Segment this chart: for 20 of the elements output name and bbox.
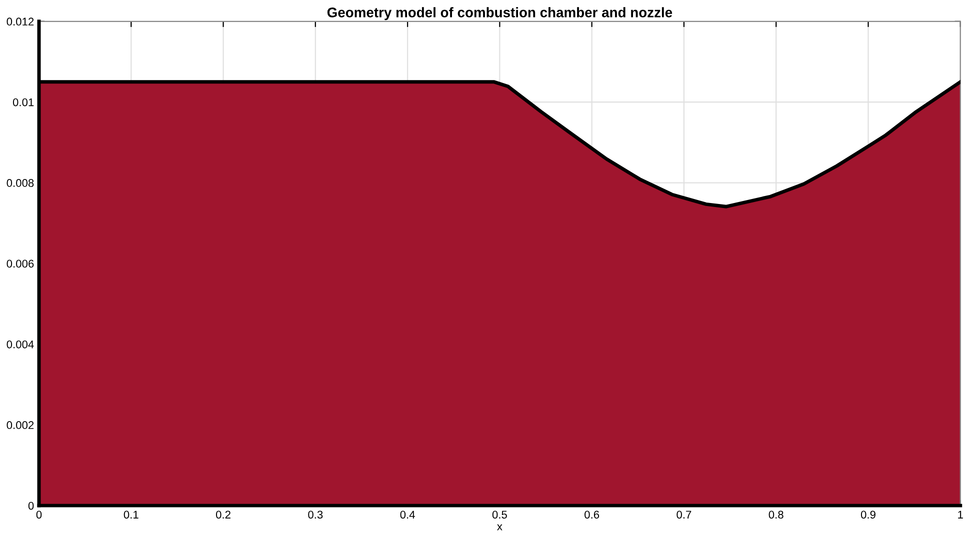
- x-axis-title: x: [497, 524, 502, 530]
- x-tick-label: 0.5: [492, 510, 507, 519]
- y-tick-label: 0.008: [6, 179, 34, 187]
- x-tick-label: 1: [958, 510, 963, 518]
- x-tick-label: 0.9: [860, 510, 876, 519]
- x-tick-label: 0.7: [676, 510, 692, 519]
- y-tick-label: 0.006: [6, 260, 34, 268]
- x-tick-label: 0.2: [216, 510, 230, 519]
- x-tick-label: 0.1: [124, 510, 138, 519]
- x-tick-label: 0.8: [768, 510, 784, 519]
- x-tick-label: 0.3: [308, 510, 323, 519]
- x-tick-label: 0.4: [400, 510, 415, 519]
- y-tick-label: 0.004: [6, 340, 34, 348]
- x-tick-label: 0.6: [584, 510, 600, 519]
- chart-title: Geometry model of combustion chamber and nozzle: [327, 7, 672, 20]
- y-tick-label: 0.012: [6, 18, 34, 26]
- y-tick-label: 0: [28, 502, 34, 510]
- y-tick-label: 0.002: [6, 421, 34, 430]
- x-tick-label: 0: [36, 510, 42, 519]
- y-tick-label: 0.01: [12, 98, 34, 106]
